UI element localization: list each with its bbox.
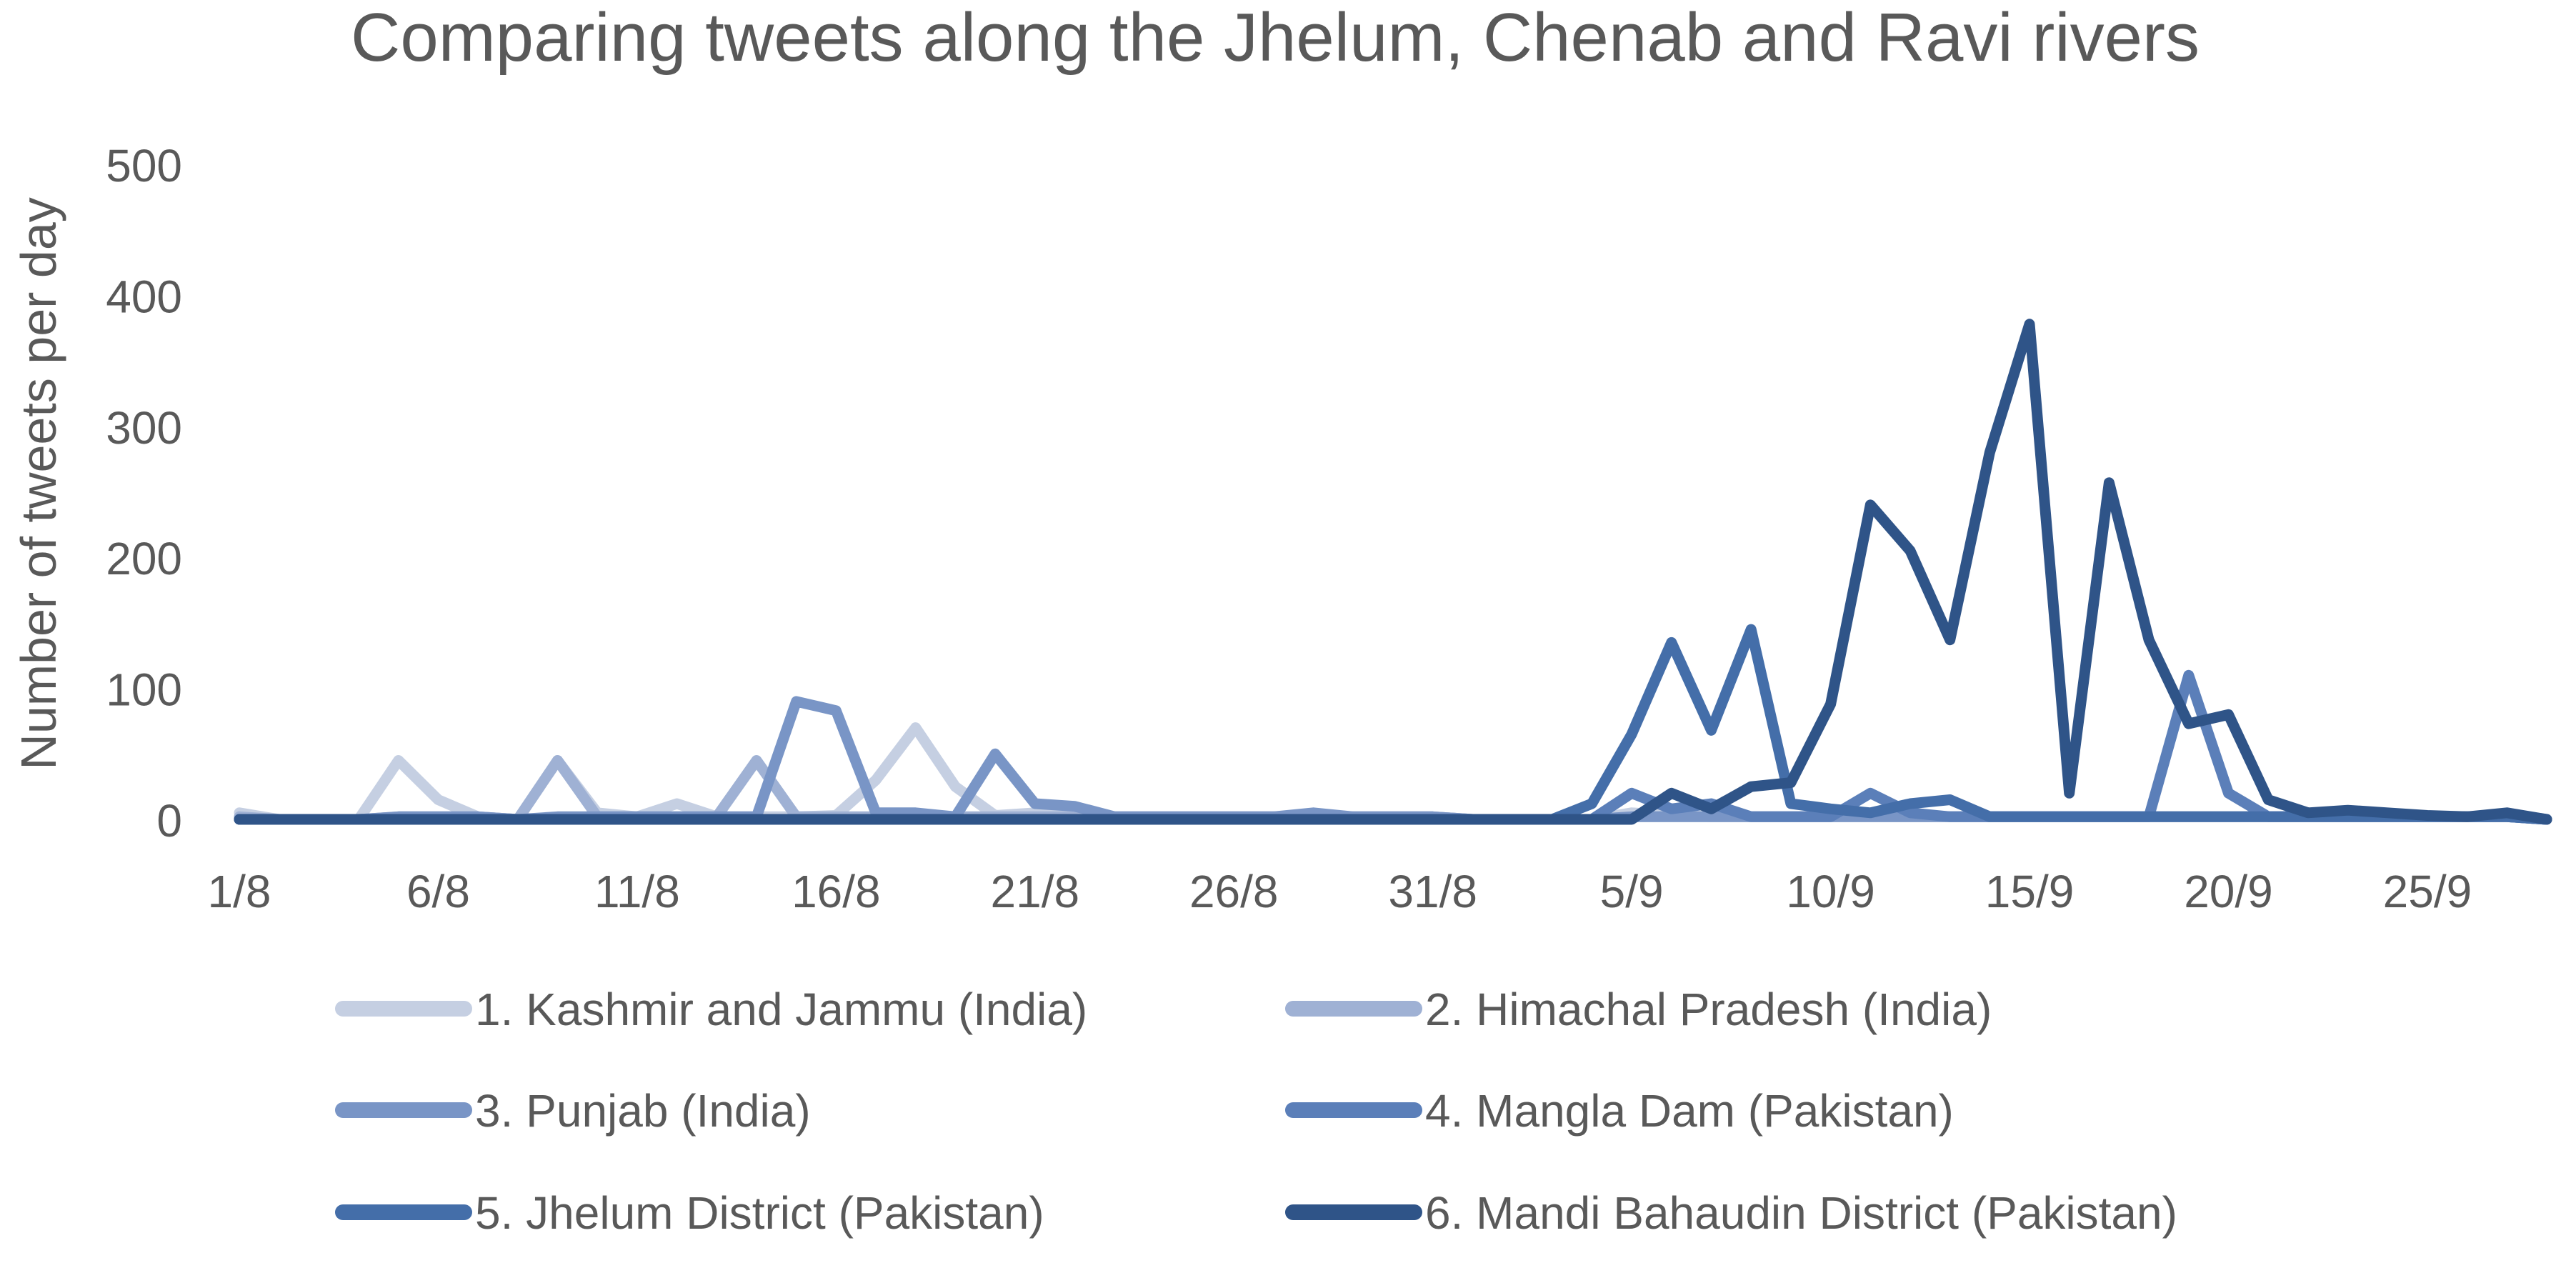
- x-tick-label: 31/8: [1388, 866, 1477, 917]
- y-axis-ticks: 0 100 200 300 400 500: [106, 140, 182, 847]
- series-lines: [234, 319, 2552, 825]
- series-line-6: [234, 319, 2552, 825]
- y-tick-label: 400: [106, 271, 182, 322]
- x-tick-label: 26/8: [1189, 866, 1279, 917]
- x-tick-label: 25/9: [2383, 866, 2472, 917]
- y-tick-label: 100: [106, 664, 182, 716]
- x-tick-label: 20/9: [2184, 866, 2273, 917]
- y-tick-label: 200: [106, 533, 182, 584]
- x-tick-label: 21/8: [991, 866, 1080, 917]
- legend-label-3: 3. Punjab (India): [475, 1085, 811, 1137]
- legend-label-4: 4. Mangla Dam (Pakistan): [1425, 1085, 1954, 1137]
- legend: 1. Kashmir and Jammu (India) 2. Himachal …: [335, 984, 2177, 1239]
- legend-label-6: 6. Mandi Bahaudin District (Pakistan): [1425, 1187, 2177, 1239]
- legend-label-2: 2. Himachal Pradesh (India): [1425, 984, 1992, 1035]
- y-axis-title: Number of tweets per day: [11, 197, 66, 769]
- x-tick-label: 11/8: [594, 866, 680, 917]
- x-axis-ticks: 1/8 6/8 11/8 16/8 21/8 26/8 31/8 5/9 10/9 15/9 20/…: [208, 866, 2472, 917]
- y-tick-label: 300: [106, 402, 182, 454]
- legend-label-1: 1. Kashmir and Jammu (India): [475, 984, 1087, 1035]
- x-tick-label: 5/9: [1600, 866, 1664, 917]
- legend-label-5: 5. Jhelum District (Pakistan): [475, 1187, 1044, 1239]
- y-tick-label: 500: [106, 140, 182, 191]
- x-tick-label: 15/9: [1985, 866, 2075, 917]
- x-tick-label: 1/8: [208, 866, 271, 917]
- y-tick-label: 0: [156, 795, 182, 847]
- x-tick-label: 10/9: [1786, 866, 1875, 917]
- chart-title: Comparing tweets along the Jhelum, Chena…: [351, 0, 2200, 76]
- x-tick-label: 6/8: [406, 866, 470, 917]
- x-tick-label: 16/8: [792, 866, 881, 917]
